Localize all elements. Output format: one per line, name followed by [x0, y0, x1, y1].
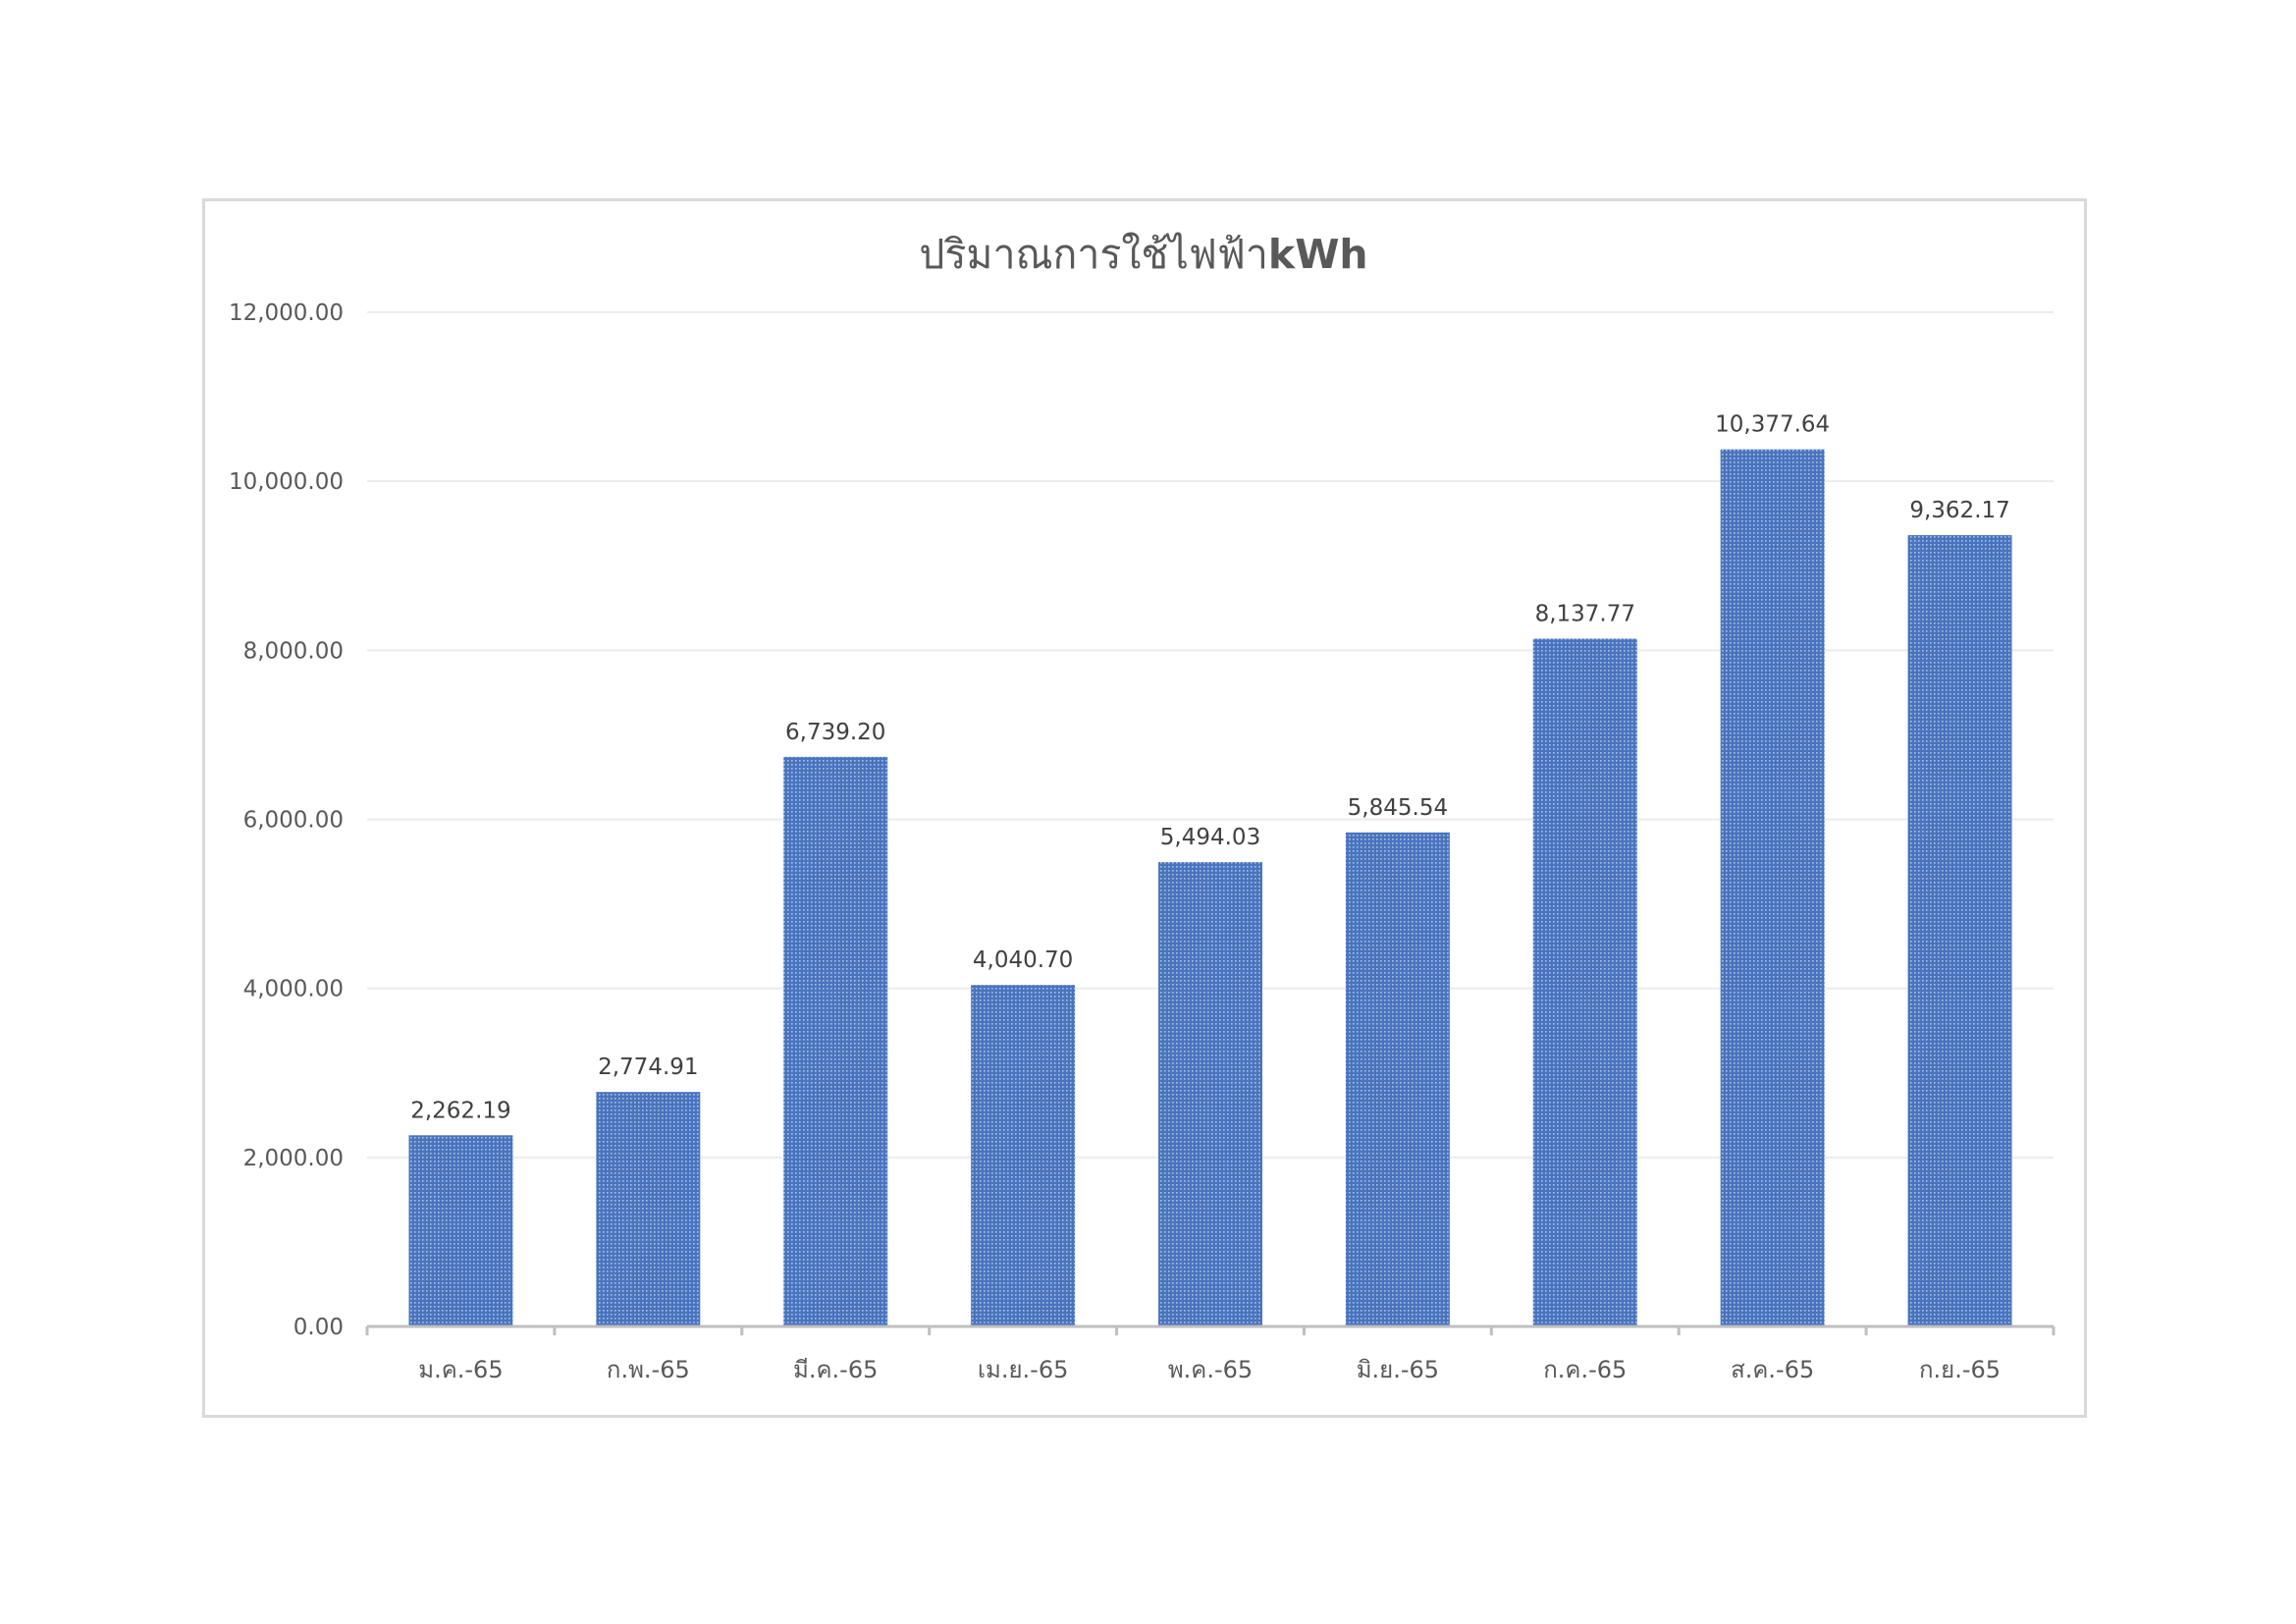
bar [1158, 862, 1262, 1326]
y-tick-label: 10,000.00 [229, 469, 344, 495]
data-label: 9,362.17 [1909, 498, 2009, 523]
chart-title-unit: kWh [1268, 231, 1368, 278]
y-tick-label: 0.00 [294, 1315, 344, 1340]
data-label: 6,739.20 [785, 720, 885, 745]
bar [596, 1092, 701, 1326]
bar [971, 985, 1076, 1326]
y-tick-label: 6,000.00 [243, 808, 344, 834]
chart-title: ปริมาณการใช้ไฟฟ้าkWh [919, 231, 1367, 278]
axes: 0.00 2,000.00 4,000.00 6,000.00 8,000.00 10,0… [229, 300, 2056, 1383]
x-tick-label: ม.ค.-65 [418, 1356, 503, 1383]
data-label: 2,774.91 [598, 1055, 698, 1080]
bar [408, 1135, 513, 1326]
chart-frame: ปริมาณการใช้ไฟฟ้าkWh 2,262.19 2,774.91 6,7… [202, 198, 2087, 1418]
bar [783, 756, 888, 1326]
data-label: 10,377.64 [1715, 412, 1830, 438]
data-label: 5,494.03 [1160, 825, 1260, 850]
y-tick-label: 4,000.00 [243, 977, 344, 1002]
data-labels: 2,262.19 2,774.91 6,739.20 4,040.70 5,494.03… [410, 412, 2010, 1124]
bars [408, 449, 2012, 1326]
y-tick-label: 2,000.00 [243, 1146, 344, 1171]
data-label: 5,845.54 [1348, 795, 1448, 821]
bar [1532, 638, 1637, 1326]
x-tick-label: ก.พ.-65 [607, 1356, 690, 1383]
bar [1720, 449, 1825, 1326]
bar-chart: ปริมาณการใช้ไฟฟ้าkWh 2,262.19 2,774.91 6,7… [229, 231, 2056, 1383]
x-tick-label: ก.ค.-65 [1543, 1356, 1627, 1383]
x-tick-label: มี.ค.-65 [793, 1356, 878, 1383]
y-tick-label: 8,000.00 [243, 638, 344, 664]
x-tick-label: เม.ย.-65 [978, 1356, 1069, 1383]
data-label: 4,040.70 [973, 947, 1073, 973]
bar [1345, 832, 1450, 1326]
x-tick-label: ส.ค.-65 [1731, 1356, 1814, 1383]
data-label: 2,262.19 [410, 1098, 510, 1123]
x-tick-label: ก.ย.-65 [1919, 1356, 2001, 1383]
x-tick-label: พ.ค.-65 [1168, 1356, 1253, 1383]
y-tick-label: 12,000.00 [229, 300, 344, 326]
x-tick-label: มิ.ย.-65 [1357, 1356, 1439, 1383]
bar [1907, 535, 2012, 1326]
data-label: 8,137.77 [1535, 601, 1635, 626]
